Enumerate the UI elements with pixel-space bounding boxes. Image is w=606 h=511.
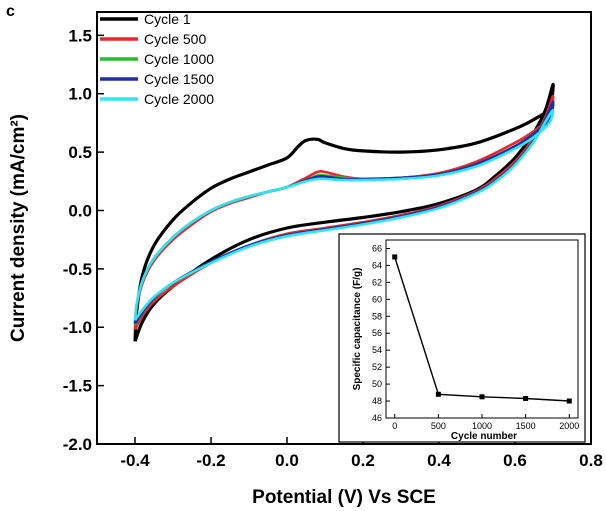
y-tick-label: 0.5: [68, 143, 92, 162]
legend-label-2: Cycle 500: [144, 31, 206, 47]
inset-data-point: [435, 391, 441, 397]
inset-y-tick-label: 52: [372, 362, 382, 372]
inset-y-tick-label: 58: [372, 311, 382, 321]
inset-x-tick-label: 1000: [472, 421, 492, 431]
inset-data-point: [392, 254, 398, 260]
inset-y-tick-label: 66: [372, 243, 382, 253]
inset-x-tick-label: 500: [431, 421, 446, 431]
inset-y-tick-label: 54: [372, 345, 382, 355]
y-tick-label: 1.0: [68, 85, 92, 104]
inset-x-tick-label: 1500: [516, 421, 536, 431]
x-tick-label: -0.2: [196, 451, 225, 470]
inset-y-tick-label: 50: [372, 379, 382, 389]
inset-x-axis-title: Cycle number: [451, 431, 517, 442]
inset-data-point: [523, 396, 529, 402]
x-tick-label: -0.4: [120, 451, 150, 470]
main-plot-frame: [96, 11, 592, 445]
legend-label-1: Cycle 1: [144, 11, 191, 27]
x-tick-label: 0.4: [427, 451, 451, 470]
legend-label-4: Cycle 1500: [144, 71, 214, 87]
inset-y-tick-label: 56: [372, 328, 382, 338]
inset-y-tick-label: 48: [372, 396, 382, 406]
y-tick-label: 1.5: [68, 26, 92, 45]
legend-label-5: Cycle 2000: [144, 91, 214, 107]
panel-label: c: [6, 3, 15, 20]
inset-series: [392, 254, 572, 404]
inset-data-point: [566, 398, 572, 404]
inset-x-tick-label: 0: [392, 421, 397, 431]
legend-label-3: Cycle 1000: [144, 51, 214, 67]
main-y-ticks: -2.0 -1.5 -1.0 -0.5 0.0 0.5 1.0 1.5: [63, 26, 104, 454]
inset-data-point: [479, 394, 485, 400]
x-axis-title: Potential (V) Vs SCE: [252, 487, 436, 508]
y-axis-title: Current density (mA/cm²): [8, 114, 29, 342]
inset-y-axis-title: Specific capacitance (F/g): [352, 268, 363, 391]
inset-y-tick-label: 62: [372, 277, 382, 287]
main-axes: [96, 11, 592, 445]
inset-y-tick-label: 60: [372, 294, 382, 304]
inset-y-ticks: 46 48 50 52 54 56 58 60 62 64 66: [372, 243, 390, 423]
inset-y-tick-label: 46: [372, 413, 382, 423]
x-tick-label: 0.0: [275, 451, 299, 470]
y-tick-label: -2.0: [63, 435, 92, 454]
x-tick-label: 0.2: [351, 451, 375, 470]
inset-background: [338, 233, 586, 443]
y-tick-label: -1.5: [63, 377, 92, 396]
series-line-5: [133, 108, 555, 321]
legend: Cycle 1 Cycle 500 Cycle 1000 Cycle 1500 Cycl…: [100, 11, 214, 107]
inset-x-tick-label: 2000: [559, 421, 579, 431]
x-tick-label: 0.8: [579, 451, 603, 470]
x-tick-label: 0.6: [503, 451, 527, 470]
y-tick-label: -1.0: [63, 318, 92, 337]
main-series: [133, 82, 555, 342]
inset-chart: [338, 233, 586, 443]
inset-x-ticks: 0 500 1000 1500 2000: [392, 414, 579, 431]
y-tick-label: -0.5: [63, 260, 92, 279]
inset-y-tick-label: 64: [372, 260, 382, 270]
series-line-1: [133, 82, 555, 342]
y-tick-label: 0.0: [68, 201, 92, 220]
